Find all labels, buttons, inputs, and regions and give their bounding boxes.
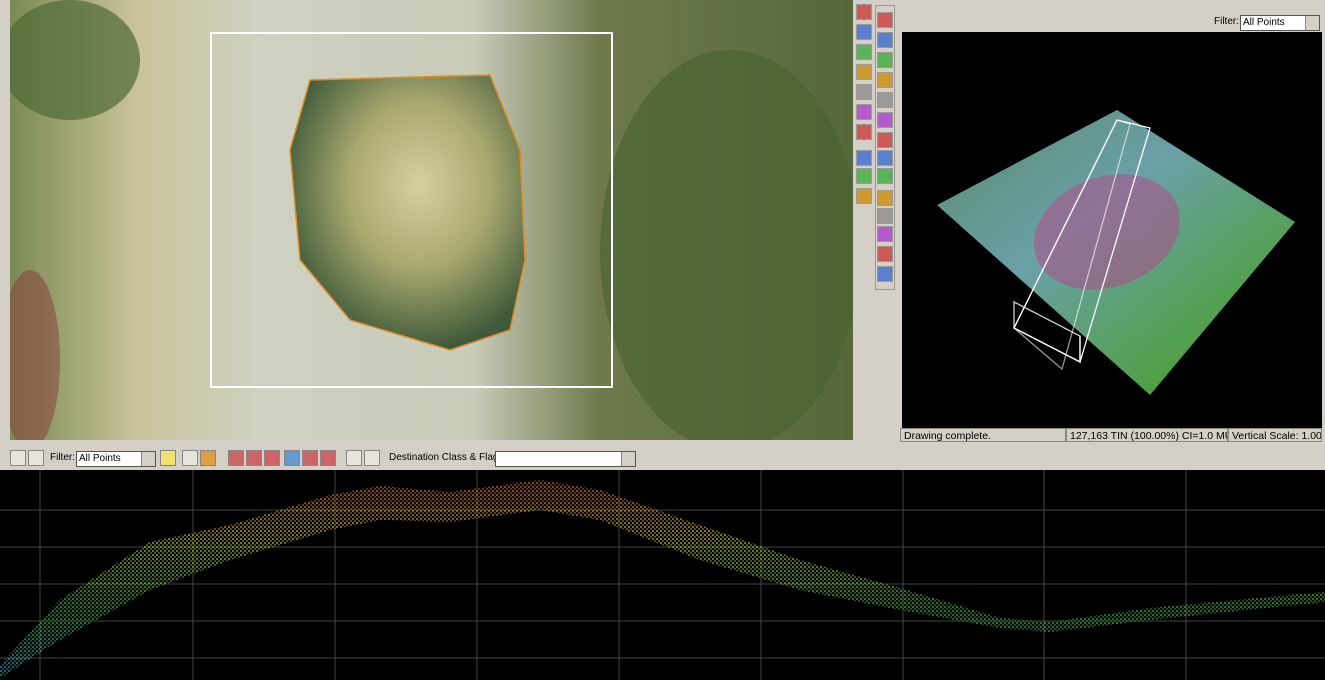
filter-combo[interactable]: All Points	[76, 451, 156, 467]
tool-button[interactable]	[877, 226, 893, 242]
tool-button[interactable]	[346, 450, 362, 466]
profile-view[interactable]	[0, 470, 1325, 680]
tool-button[interactable]	[877, 132, 893, 148]
tool-button[interactable]	[877, 92, 893, 108]
tool-button[interactable]	[302, 450, 318, 466]
tool-button[interactable]	[160, 450, 176, 466]
tool-button[interactable]	[856, 24, 872, 40]
tool-button[interactable]	[877, 12, 893, 28]
tool-button[interactable]	[182, 450, 198, 466]
filter-label: Filter:	[50, 452, 75, 463]
tool-button[interactable]	[284, 450, 300, 466]
tool-button[interactable]	[877, 72, 893, 88]
tool-button[interactable]	[856, 4, 872, 20]
tool-button[interactable]	[877, 208, 893, 224]
tool-button[interactable]	[877, 32, 893, 48]
tool-button[interactable]	[856, 104, 872, 120]
tool-button[interactable]	[28, 450, 44, 466]
status-info: 127,163 TIN (100.00%) CI=1.0 MU	[1066, 428, 1228, 442]
3d-toolbar: Filter: All Points	[900, 12, 1322, 32]
tool-button[interactable]	[364, 450, 380, 466]
tool-button[interactable]	[856, 64, 872, 80]
tool-button[interactable]	[246, 450, 262, 466]
map-view[interactable]	[10, 0, 853, 440]
tool-button[interactable]	[877, 190, 893, 206]
status-scale: Vertical Scale: 1.0000	[1228, 428, 1322, 442]
tool-button[interactable]	[10, 450, 26, 466]
status-message: Drawing complete.	[900, 428, 1066, 442]
tool-button[interactable]	[856, 44, 872, 60]
tool-button[interactable]	[877, 266, 893, 282]
tool-button[interactable]	[200, 450, 216, 466]
filter-label: Filter:	[1214, 16, 1239, 27]
tool-button[interactable]	[856, 188, 872, 204]
tool-button[interactable]	[877, 168, 893, 184]
profile-toolbar: Filter: All Points Destination Class & F…	[0, 447, 1325, 469]
destination-combo[interactable]	[495, 451, 636, 467]
tool-button[interactable]	[877, 246, 893, 262]
filter-combo[interactable]: All Points	[1240, 15, 1320, 31]
tool-button[interactable]	[320, 450, 336, 466]
tool-button[interactable]	[856, 124, 872, 140]
tool-button[interactable]	[877, 52, 893, 68]
tool-button[interactable]	[856, 150, 872, 166]
tool-button[interactable]	[856, 84, 872, 100]
tool-button[interactable]	[877, 150, 893, 166]
tool-button[interactable]	[228, 450, 244, 466]
tool-button[interactable]	[856, 168, 872, 184]
3d-view[interactable]	[902, 32, 1322, 428]
destination-label: Destination Class & Flags:	[389, 452, 507, 463]
tool-button[interactable]	[264, 450, 280, 466]
tool-button[interactable]	[877, 112, 893, 128]
